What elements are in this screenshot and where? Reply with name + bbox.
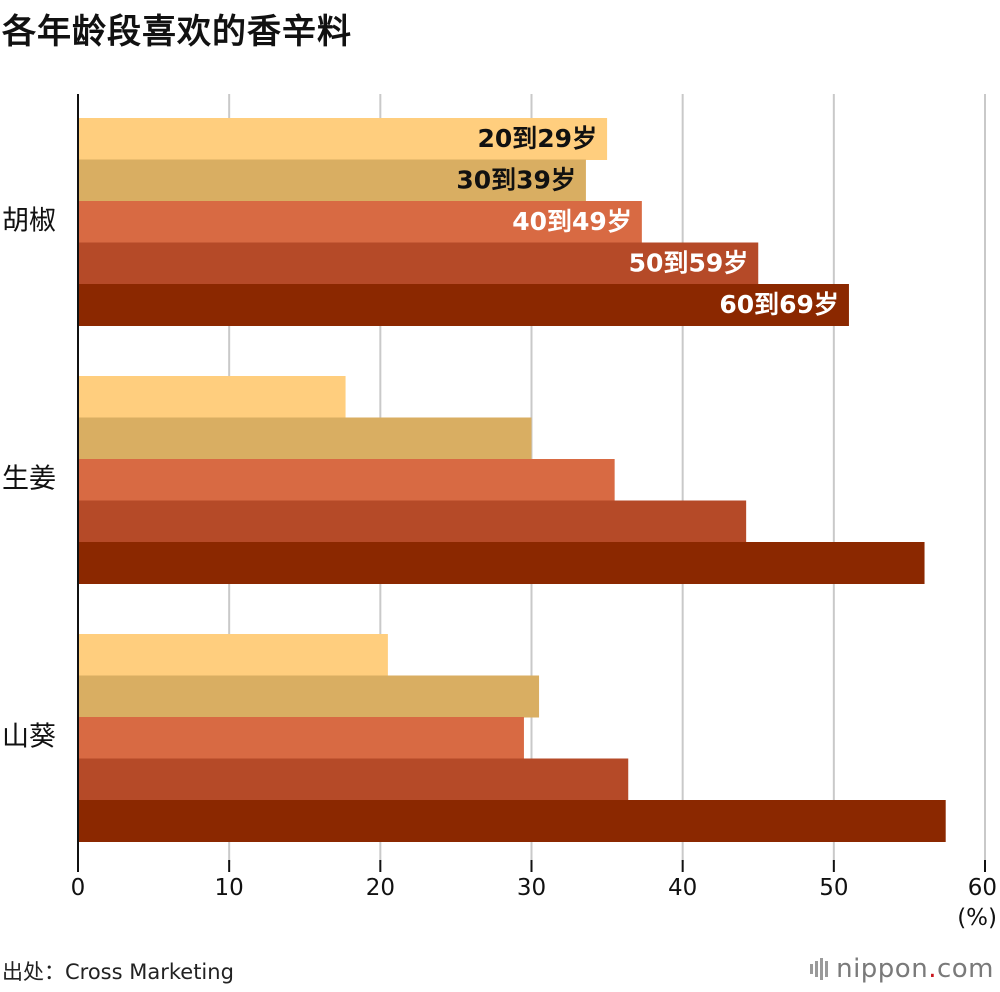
bar bbox=[78, 717, 524, 759]
x-tick-label: 0 bbox=[71, 875, 86, 901]
x-tick-label: 30 bbox=[517, 875, 546, 901]
series-label: 60到69岁 bbox=[719, 290, 839, 319]
nippon-logo: nippon. com bbox=[810, 954, 994, 984]
x-tick-label: 50 bbox=[819, 875, 848, 901]
series-label: 20到29岁 bbox=[477, 124, 597, 153]
logo-suffix: com bbox=[936, 954, 994, 984]
source-note: 出处：Cross Marketing bbox=[2, 960, 234, 984]
bar bbox=[78, 542, 925, 584]
logo-dot: . bbox=[928, 954, 937, 984]
series-label: 40到49岁 bbox=[512, 207, 632, 236]
x-tick-label: 40 bbox=[668, 875, 697, 901]
bar bbox=[78, 417, 532, 460]
bar bbox=[78, 459, 615, 501]
x-unit-label: (%) bbox=[957, 905, 997, 931]
category-label: 生姜 bbox=[2, 463, 56, 494]
x-tick-label: 10 bbox=[215, 875, 244, 901]
bar bbox=[78, 242, 759, 285]
bar bbox=[78, 118, 608, 160]
bar bbox=[78, 634, 388, 676]
bar bbox=[78, 675, 540, 718]
bar bbox=[78, 159, 586, 202]
logo-main-text: nippon bbox=[836, 954, 929, 984]
bar bbox=[78, 500, 747, 543]
bar bbox=[78, 201, 642, 243]
category-label: 山葵 bbox=[2, 721, 56, 752]
category-label: 胡椒 bbox=[2, 205, 56, 236]
bar bbox=[78, 284, 849, 326]
chart-title: 各年龄段喜欢的香辛料 bbox=[2, 12, 352, 52]
x-tick-label: 60 bbox=[968, 875, 997, 901]
bar bbox=[78, 376, 346, 418]
x-tick-label: 20 bbox=[366, 875, 395, 901]
bar bbox=[78, 800, 946, 842]
logo-bars-icon bbox=[810, 957, 830, 981]
series-label: 30到39岁 bbox=[456, 165, 576, 194]
series-label: 50到59岁 bbox=[629, 248, 749, 277]
bar bbox=[78, 758, 629, 801]
